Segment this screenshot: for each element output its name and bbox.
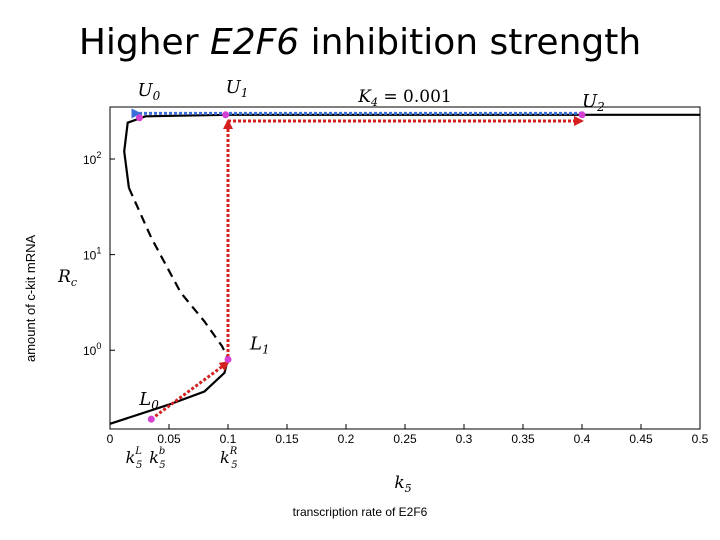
- plot-frame: [109, 106, 701, 430]
- curve-branch-1: [127, 187, 229, 359]
- x-tick-group: 0 0.05 0.1 0.15 0.2 0.25 0.3 0.35 0.4 0.45 0.5: [107, 424, 709, 446]
- bifurcation-label-0: kL 5: [126, 446, 143, 471]
- steady-state-marker-1: [222, 111, 230, 119]
- point-label-3: L1: [249, 333, 270, 356]
- y-tick-group: 100 101 102: [83, 150, 115, 358]
- bifurcation-label-1: kb 5: [149, 446, 165, 471]
- y-axis-symbol: Rc: [57, 267, 77, 289]
- x-tick-label-9: 0.45: [629, 432, 653, 446]
- curve-group: [109, 113, 700, 425]
- bifurcation-label-group: kL 5 kb 5 kR 5: [126, 446, 238, 471]
- arrow-group: [131, 108, 584, 421]
- point-label-1: U1: [226, 77, 249, 100]
- x-axis-caption: transcription rate of E2F6: [292, 505, 428, 519]
- x-tick-label-2: 0.1: [220, 432, 237, 446]
- steady-state-marker-2: [578, 111, 586, 119]
- x-tick-label-6: 0.3: [456, 432, 473, 446]
- y-axis-caption: amount of c-kit mRNA: [23, 234, 38, 362]
- x-tick-label-10: 0.5: [692, 432, 709, 446]
- title-suffix: inhibition strength: [299, 22, 642, 63]
- point-label-4: L0: [138, 389, 159, 412]
- parameter-label: K4 = 0.001: [357, 87, 451, 109]
- title-prefix: Higher: [78, 22, 210, 63]
- y-tick-label-0: 100: [83, 341, 101, 358]
- bifurcation-label-2: kR 5: [220, 446, 238, 471]
- x-tick-label-8: 0.4: [574, 432, 591, 446]
- point-label-2: U2: [582, 91, 605, 114]
- curve-branch-2: [109, 358, 230, 425]
- x-tick-label-3: 0.15: [275, 432, 299, 446]
- y-tick-label-2: 102: [83, 150, 101, 167]
- x-tick-label-5: 0.25: [393, 432, 417, 446]
- x-axis-symbol: k5: [394, 473, 411, 495]
- x-tick-label-1: 0.05: [157, 432, 181, 446]
- point-label-0: U0: [138, 80, 161, 103]
- x-tick-label-0: 0: [107, 432, 114, 446]
- transition-arrow-1: [150, 360, 230, 421]
- steady-state-marker-4: [147, 415, 155, 423]
- x-tick-label-4: 0.2: [338, 432, 355, 446]
- marker-group: [136, 111, 586, 423]
- title-gene: E2F6: [209, 22, 300, 63]
- y-tick-label-1: 101: [83, 246, 101, 263]
- steady-state-marker-0: [136, 114, 143, 122]
- chart-title: Higher E2F6 inhibition strength: [0, 22, 720, 63]
- steady-state-marker-3: [224, 355, 232, 363]
- curve-branch-0: [123, 113, 700, 188]
- point-label-group: U0 U1 U2 L1 L0: [138, 77, 605, 412]
- x-tick-label-7: 0.35: [511, 432, 535, 446]
